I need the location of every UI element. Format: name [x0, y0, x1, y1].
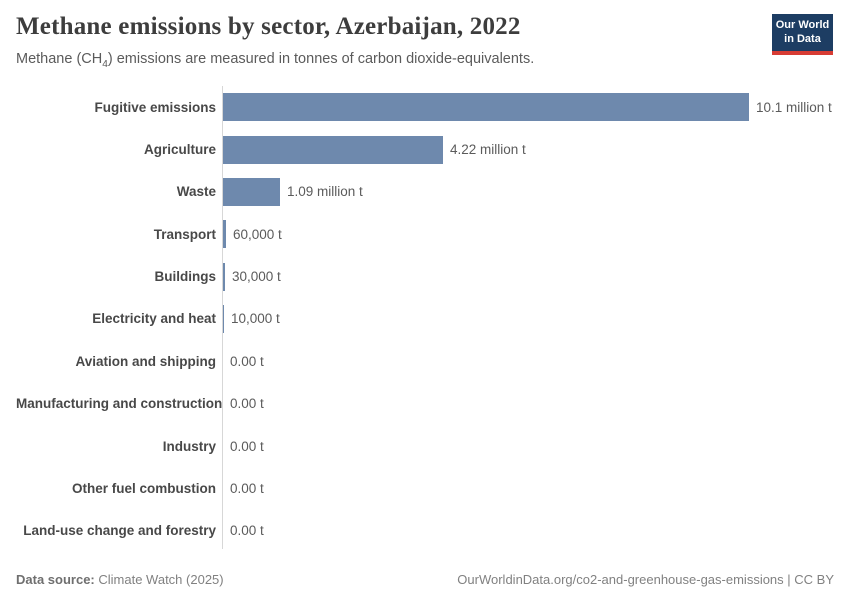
data-source-label: Data source:	[16, 572, 95, 587]
value-label: 4.22 million t	[450, 142, 526, 158]
value-label: 60,000 t	[233, 226, 282, 242]
bar[interactable]	[223, 135, 443, 164]
chart-row: Electricity and heat 10,000 t	[16, 298, 834, 340]
subtitle-text-pre: Methane (CH	[16, 51, 103, 67]
bar[interactable]	[223, 304, 224, 333]
value-label: 1.09 million t	[287, 184, 363, 200]
value-label: 10,000 t	[231, 311, 280, 327]
owid-logo[interactable]: Our World in Data	[772, 14, 833, 55]
category-label: Waste	[176, 184, 216, 200]
bar[interactable]	[223, 93, 749, 122]
value-label: 0.00 t	[230, 523, 264, 539]
chart-footer: Data source: Climate Watch (2025) OurWor…	[16, 572, 834, 587]
category-label: Industry	[162, 438, 216, 454]
category-label: Fugitive emissions	[94, 99, 216, 115]
page-title: Methane emissions by sector, Azerbaijan,…	[16, 13, 521, 40]
value-label: 10.1 million t	[756, 99, 832, 115]
value-label: 0.00 t	[230, 353, 264, 369]
y-axis-line	[222, 86, 223, 549]
category-label: Electricity and heat	[92, 311, 216, 327]
value-label: 30,000 t	[232, 269, 281, 285]
chart-row: Buildings 30,000 t	[16, 255, 834, 297]
chart-row: Manufacturing and construction 0.00 t	[16, 383, 834, 425]
bar[interactable]	[223, 177, 280, 206]
category-label: Agriculture	[143, 142, 216, 158]
chart-row: Agriculture 4.22 million t	[16, 128, 834, 170]
category-label: Aviation and shipping	[75, 353, 217, 369]
bar[interactable]	[223, 262, 225, 291]
category-label: Transport	[153, 226, 216, 242]
bar-chart: Fugitive emissions 10.1 million t Agricu…	[16, 86, 834, 552]
value-label: 0.00 t	[230, 396, 264, 412]
value-label: 0.00 t	[230, 480, 264, 496]
chart-row: Land-use change and forestry 0.00 t	[16, 510, 834, 552]
category-label: Land-use change and forestry	[23, 523, 216, 539]
chart-rows: Fugitive emissions 10.1 million t Agricu…	[16, 86, 834, 552]
value-label: 0.00 t	[230, 438, 264, 454]
chart-row: Fugitive emissions 10.1 million t	[16, 86, 834, 128]
footer-credit-link[interactable]: OurWorldinData.org/co2-and-greenhouse-ga…	[457, 572, 834, 587]
subtitle-subscript: 4	[102, 58, 108, 70]
category-label: Other fuel combustion	[71, 480, 216, 496]
data-source: Data source: Climate Watch (2025)	[16, 572, 224, 587]
chart-row: Other fuel combustion 0.00 t	[16, 467, 834, 509]
category-label: Manufacturing and construction	[16, 396, 223, 412]
chart-row: Waste 1.09 million t	[16, 171, 834, 213]
logo-line-2: in Data	[784, 32, 821, 45]
data-source-value: Climate Watch (2025)	[98, 572, 224, 587]
chart-row: Transport 60,000 t	[16, 213, 834, 255]
subtitle-text-post: ) emissions are measured in tonnes of ca…	[107, 51, 535, 67]
chart-subtitle: Methane (CH4) emissions are measured in …	[16, 51, 535, 70]
category-label: Buildings	[154, 269, 217, 285]
logo-line-1: Our World	[775, 19, 830, 31]
chart-row: Industry 0.00 t	[16, 425, 834, 467]
bar[interactable]	[223, 220, 226, 249]
chart-row: Aviation and shipping 0.00 t	[16, 340, 834, 382]
